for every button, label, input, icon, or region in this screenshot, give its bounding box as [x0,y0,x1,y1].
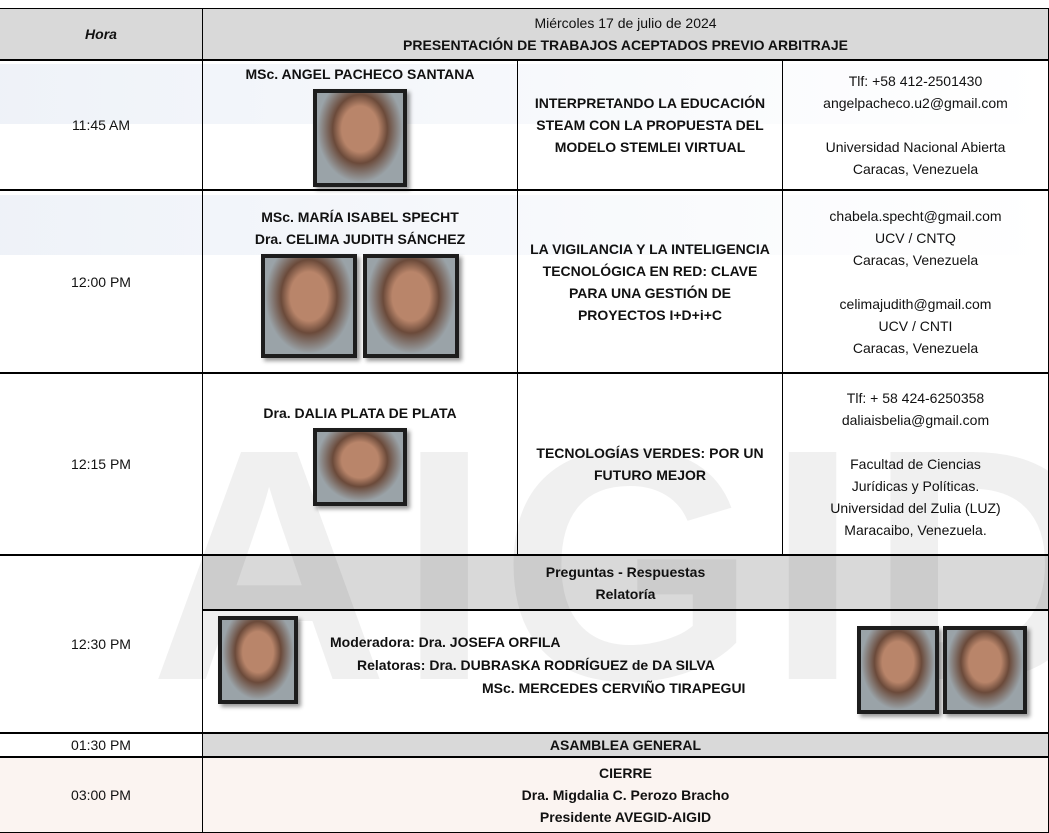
contact: angelpacheco.u2@gmail.com [823,95,1008,111]
speaker-cell: MSc. ANGEL PACHECO SANTANA [202,60,518,190]
photo [261,253,357,358]
photo [313,428,407,506]
moderator: Moderadora: Dra. JOSEFA ORFILA [330,634,561,650]
speaker: MSc. ANGEL PACHECO SANTANA [245,66,475,82]
title-cell: TECNOLOGÍAS VERDES: POR UN FUTURO MEJOR [517,373,783,555]
time: 12:30 PM [71,636,131,652]
title: LA VIGILANCIA Y LA INTELIGENCIA TECNOLÓG… [530,240,770,323]
contact: daliaisbelia@gmail.com [841,412,990,428]
title: INTERPRETANDO LA EDUCACIÓN STEAM CON LA … [534,95,766,155]
background-band [0,195,1049,255]
photo [313,89,407,187]
text: Hora [85,26,117,42]
photo [857,626,939,714]
speaker: Dra. DALIA PLATA DE PLATA [263,405,457,421]
contact: Universidad Nacional Abierta [825,139,1006,155]
header-date: Miércoles 17 de julio de 2024 [534,15,717,31]
time: 03:00 PM [71,787,131,803]
contact-cell: Tlf: + 58 424-6250358 daliaisbelia@gmail… [782,373,1049,555]
closing-cell: CIERRE Dra. Migdalia C. Perozo Bracho Pr… [202,757,1049,833]
contact-cell: chabela.specht@gmail.com UCV / CNTQ Cara… [782,190,1049,373]
reporter: Relatoras: Dra. DUBRASKA RODRÍGUEZ de DA… [357,657,715,673]
time: 11:45 AM [71,117,131,133]
time-cell: 12:30 PM [0,555,203,733]
time: 12:00 PM [71,273,131,290]
qa-heading-cell: Preguntas - Respuestas Relatoría [202,555,1049,610]
contact: Caracas, Venezuela [852,339,979,356]
reporter: MSc. MERCEDES CERVIÑO TIRAPEGUI [482,680,746,696]
time-cell: 11:45 AM [0,60,203,190]
photo [218,616,298,704]
qa-heading: Preguntas - Respuestas [545,563,706,580]
time: 01:30 PM [71,737,131,753]
speaker-cell: MSc. MARÍA ISABEL SPECHT Dra. CELIMA JUD… [202,190,518,373]
contact-cell: Tlf: +58 412-2501430 angelpacheco.u2@gma… [782,60,1049,190]
contact: UCV / CNTQ [875,229,956,246]
closing-line: Presidente AVEGID-AIGID [539,809,712,825]
speaker: Dra. CELIMA JUDITH SÁNCHEZ [254,230,466,247]
qa-heading: Relatoría [595,585,656,602]
assembly-cell: ASAMBLEA GENERAL [202,733,1049,757]
contact: Caracas, Venezuela [852,251,979,268]
contact: Maracaibo, Venezuela. [844,522,987,538]
contact: UCV / CNTI [878,317,953,334]
speaker-cell: Dra. DALIA PLATA DE PLATA [202,373,518,555]
time: 12:15 PM [71,456,131,472]
time-cell: 12:15 PM [0,373,203,555]
photos [313,428,407,506]
time-cell: 01:30 PM [0,733,203,757]
closing-line: CIERRE [599,765,652,781]
contact: Tlf: + 58 424-6250358 [846,390,985,406]
photos [313,89,407,187]
title: TECNOLOGÍAS VERDES: POR UN FUTURO MEJOR [536,445,764,483]
speaker: MSc. MARÍA ISABEL SPECHT [261,208,459,225]
background-band [0,64,1049,124]
contact: celimajudith@gmail.com [839,295,992,312]
contact: chabela.specht@gmail.com [829,207,1002,224]
photo [363,253,459,358]
photos [261,253,459,358]
time-cell: 12:00 PM [0,190,203,373]
header-time-label: Hora [0,8,203,60]
contact: Universidad del Zulia (LUZ) [830,500,1001,516]
closing-line: Dra. Migdalia C. Perozo Bracho [521,787,730,803]
contact: Tlf: +58 412-2501430 [848,73,983,89]
time-cell: 03:00 PM [0,757,203,833]
title-cell: INTERPRETANDO LA EDUCACIÓN STEAM CON LA … [517,60,783,190]
photo [943,626,1027,714]
contact: Caracas, Venezuela [852,161,979,177]
header-subtitle: PRESENTACIÓN DE TRABAJOS ACEPTADOS PREVI… [403,37,848,53]
assembly: ASAMBLEA GENERAL [549,737,702,753]
contact: Facultad de Ciencias Jurídicas y Polític… [850,456,981,494]
header-title-cell: Miércoles 17 de julio de 2024 PRESENTACI… [202,8,1049,60]
title-cell: LA VIGILANCIA Y LA INTELIGENCIA TECNOLÓG… [517,190,783,373]
